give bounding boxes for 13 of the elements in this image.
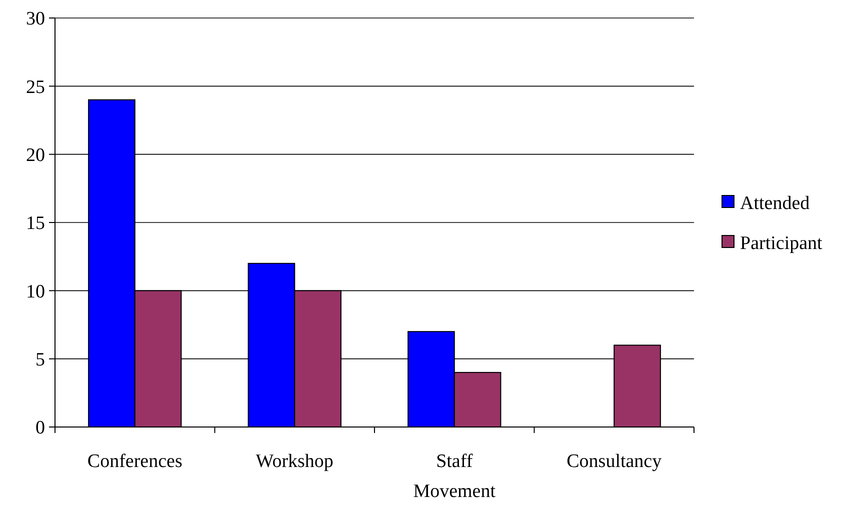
legend-label: Participant — [740, 233, 824, 254]
x-tick-label: Workshop — [256, 451, 334, 472]
y-tick-label: 5 — [36, 349, 45, 370]
y-tick-label: 0 — [36, 418, 45, 439]
x-tick-label: Staff Movement — [413, 451, 496, 502]
y-tick-label: 15 — [26, 213, 45, 234]
x-tick-label: Consultancy — [566, 451, 662, 472]
legend-label: Attended — [740, 193, 810, 214]
y-tick-label: 30 — [26, 8, 45, 30]
y-tick-label: 10 — [26, 281, 45, 302]
y-tick-label: 20 — [26, 144, 45, 166]
x-tick-label: Conferences — [87, 451, 182, 472]
y-tick-label: 25 — [26, 76, 45, 98]
